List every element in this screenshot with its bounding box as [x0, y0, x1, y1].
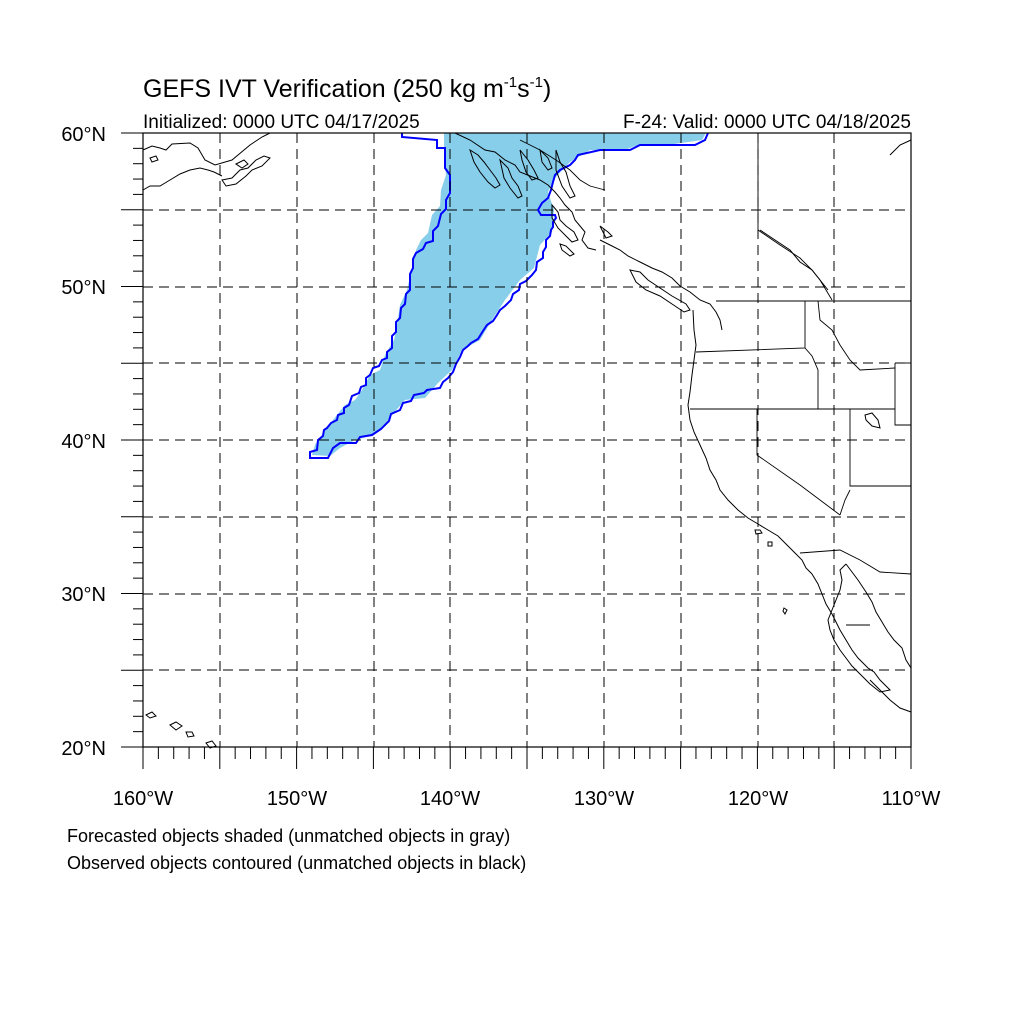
lon-label-130w: 130°W: [574, 788, 634, 810]
lon-label-110w: 110°W: [882, 788, 941, 810]
init-time-label: Initialized: 0000 UTC 04/17/2025: [143, 112, 420, 133]
lon-label-150w: 150°W: [267, 788, 327, 810]
title-main: GEFS IVT Verification (250 kg m: [143, 75, 504, 103]
lat-label-60n: 60°N: [61, 124, 106, 146]
title-mid: s: [517, 75, 530, 103]
lat-label-20n: 20°N: [61, 738, 106, 760]
longitude-labels: 160°W 150°W 140°W 130°W 120°W 110°W: [113, 788, 941, 810]
footnote-forecast: Forecasted objects shaded (unmatched obj…: [67, 826, 510, 846]
lat-label-50n: 50°N: [61, 277, 106, 299]
title-end: ): [543, 75, 551, 103]
lon-label-120w: 120°W: [728, 788, 788, 810]
lon-label-140w: 140°W: [420, 788, 480, 810]
political-borders: [519, 133, 912, 626]
title-sup1: -1: [504, 74, 517, 91]
footnote-observed: Observed objects contoured (unmatched ob…: [67, 853, 526, 873]
gridlines: [143, 133, 911, 747]
lon-label-160w: 160°W: [113, 788, 173, 810]
axis-ticks: [121, 132, 912, 769]
lat-label-40n: 40°N: [61, 431, 106, 453]
title-sup2: -1: [530, 74, 543, 91]
valid-time-label: F-24: Valid: 0000 UTC 04/18/2025: [623, 112, 911, 133]
forecast-object-shaded: [312, 133, 706, 456]
observed-object-contour: [309, 132, 709, 459]
lat-label-30n: 30°N: [61, 584, 106, 606]
chart-title: GEFS IVT Verification (250 kg m-1s-1): [143, 74, 551, 103]
coastlines: [142, 132, 912, 749]
latitude-labels: 60°N 50°N 40°N 30°N 20°N: [61, 124, 106, 760]
